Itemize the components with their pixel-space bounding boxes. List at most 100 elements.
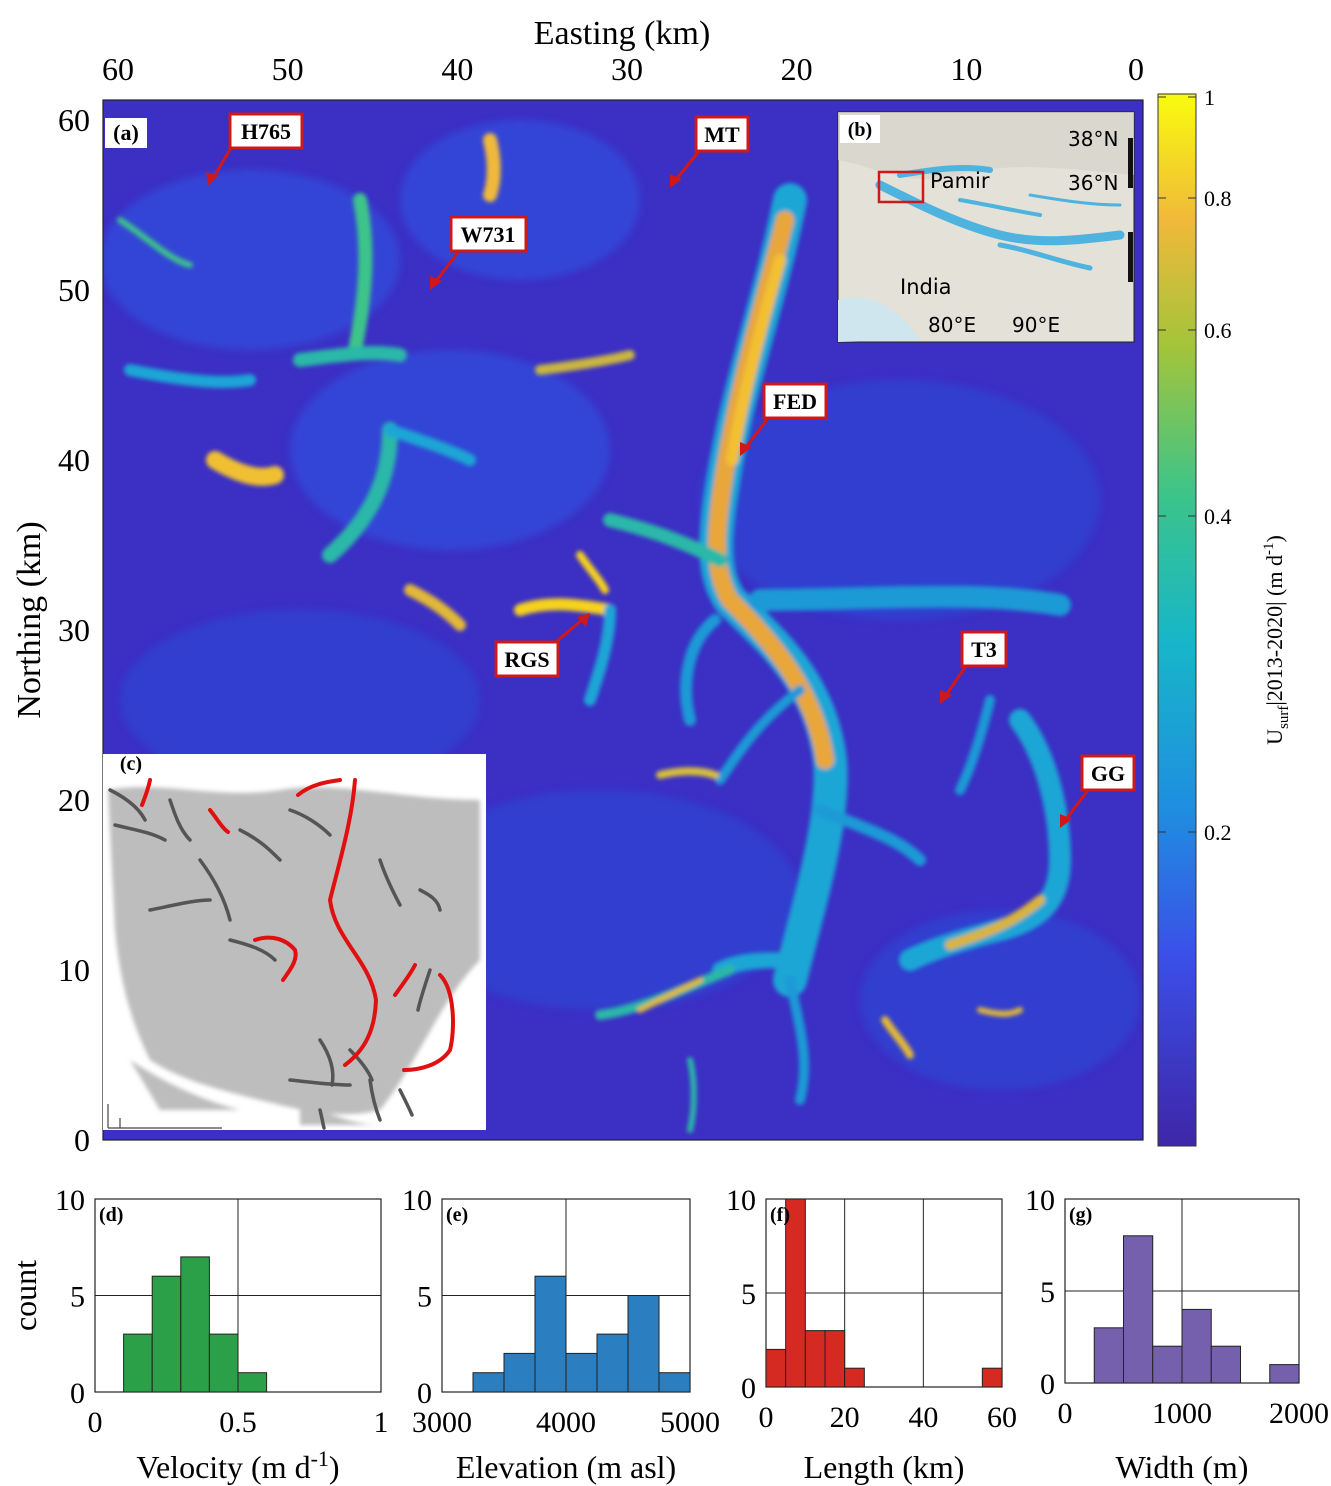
callout-h765: H765 [206, 112, 304, 186]
histogram-panel-letter: (d) [99, 1204, 123, 1226]
callout-h765-label: H765 [241, 119, 291, 144]
colorbar-tick-label: 0.8 [1204, 186, 1232, 211]
callout-gg: GG [1060, 754, 1136, 828]
histogram-x-tick-label: 60 [987, 1401, 1017, 1434]
histogram-x-label: Length (km) [804, 1449, 965, 1485]
callout-fed-label: FED [773, 389, 817, 414]
histogram-y-tick-label: 10 [1025, 1184, 1055, 1217]
histogram-bar [1210, 1345, 1241, 1384]
histogram-bar [981, 1367, 1003, 1388]
inset-b-india-label: India [900, 275, 952, 299]
map-y-tick-label: 60 [58, 102, 90, 138]
callout-t3: T3 [940, 630, 1008, 704]
map-y-tick-label: 30 [58, 612, 90, 648]
inset-c-map: (c) [103, 753, 486, 1130]
callout-w731: W731 [430, 215, 528, 290]
histogram-bar [503, 1352, 536, 1393]
histogram-bar [627, 1295, 660, 1393]
histogram-y-tick-label: 5 [70, 1281, 85, 1314]
map-x-ticks: 60 50 40 30 20 10 0 [102, 51, 1144, 87]
inset-b-terrain-north [838, 112, 1134, 180]
map-x-tick-label: 60 [102, 51, 134, 87]
histogram-y-tick-label: 0 [70, 1377, 85, 1410]
histogram-x-tick-label: 3000 [412, 1406, 472, 1439]
histogram-panel-letter: (g) [1069, 1204, 1092, 1226]
histogram-x-tick-label: 20 [830, 1401, 860, 1434]
histogram-panel-e: 3000 4000 5000 0 5 10 (e) Elevation (m asl) [402, 1184, 720, 1485]
histogram-bar [824, 1330, 846, 1388]
colorbar-tick-label: 1 [1204, 85, 1215, 110]
histogram-y-tick-label: 10 [55, 1184, 85, 1217]
inset-b-sea [838, 297, 920, 342]
colorbar-label-end: ) [1262, 535, 1287, 542]
inset-b-map: (b) 38°N 36°N Pamir India 80°E 90°E [837, 111, 1135, 343]
inset-b-lat-38: 38°N [1068, 127, 1118, 151]
colorbar-tick-label: 0.2 [1204, 820, 1232, 845]
map-y-tick-label: 40 [58, 442, 90, 478]
histogram-bar [765, 1348, 787, 1388]
inset-b-lat-36: 36°N [1068, 171, 1118, 195]
histogram-x-tick-label: 0 [759, 1401, 774, 1434]
histogram-bar [151, 1275, 182, 1393]
callouts: H765 MT W731 FED RGS [206, 112, 1136, 828]
histogram-y-tick-label: 0 [741, 1372, 756, 1405]
histogram-bar [1123, 1235, 1154, 1384]
map-x-tick-label: 50 [272, 51, 304, 87]
histogram-x-tick-label: 0.5 [219, 1406, 257, 1439]
panel-b-box [840, 115, 880, 143]
histogram-y-tick-label: 10 [402, 1184, 432, 1217]
histogram-y-tick-label: 5 [1040, 1276, 1055, 1309]
map-x-label: Easting (km) [534, 15, 711, 52]
histogram-panel-g: 0 1000 2000 0 5 10 (g) Width (m) [1025, 1184, 1329, 1485]
map-y-tick-label: 50 [58, 272, 90, 308]
histogram-y-label: count [7, 1260, 43, 1331]
histogram-x-tick-label: 40 [908, 1401, 938, 1434]
inset-c-surge-glaciers [140, 778, 455, 1072]
colorbar-tick-label: 0.4 [1204, 504, 1232, 529]
colorbar-label-sub: surf [1276, 706, 1292, 729]
colorbar-label-sup: -1 [1261, 543, 1277, 556]
map-y-tick-label: 20 [58, 782, 90, 818]
inset-b-pamir-box [877, 170, 925, 204]
map-x-tick-label: 10 [950, 51, 982, 87]
colorbar-tick-label: 0.6 [1204, 318, 1232, 343]
panel-c-letter: (c) [120, 753, 142, 775]
callout-w731-label: W731 [461, 222, 516, 247]
colorbar-label-main: U [1262, 729, 1287, 745]
histogram-bar [844, 1367, 865, 1388]
histogram-bar [237, 1372, 268, 1393]
callout-mt-label: MT [704, 122, 740, 147]
colorbar: 0.2 0.4 0.6 0.8 1 Usurf|2013-2020| (m d-1) [1157, 85, 1292, 1147]
inset-b-pamir-label: Pamir [930, 169, 990, 193]
histogram-x-tick-label: 0 [88, 1406, 103, 1439]
histogram-x-tick-label: 4000 [536, 1406, 596, 1439]
histogram-bar [596, 1333, 629, 1393]
map-y-ticks: 0 10 20 30 40 50 60 [58, 102, 90, 1158]
histogram-bar [1181, 1308, 1212, 1384]
histogram-bar [565, 1352, 598, 1393]
inset-b-frame-mark-2 [1128, 232, 1133, 282]
histogram-bar [208, 1333, 239, 1393]
histogram-y-tick-label: 5 [417, 1281, 432, 1314]
callout-rgs: RGS [494, 613, 590, 678]
colorbar-gradient [1157, 93, 1197, 1147]
histogram-bar [1152, 1345, 1183, 1384]
callout-gg-label: GG [1091, 761, 1125, 786]
terrain-texture [103, 120, 1140, 1090]
histogram-bar [180, 1256, 210, 1393]
inset-b-frame-mark [1128, 138, 1133, 188]
histogram-panel-f: 0 20 40 60 0 5 10 (f) Length (km) [726, 1184, 1017, 1485]
inset-b-lon-90: 90°E [1012, 313, 1060, 337]
histogram-x-tick-label: 1000 [1152, 1397, 1212, 1430]
map-x-tick-label: 20 [781, 51, 813, 87]
histogram-bar [785, 1198, 806, 1388]
histogram-bar [534, 1275, 567, 1393]
histogram-x-tick-label: 2000 [1269, 1397, 1329, 1430]
histogram-bar [472, 1372, 505, 1393]
callout-t3-label: T3 [971, 637, 997, 662]
histogram-x-label: Elevation (m asl) [456, 1449, 676, 1485]
histogram-panel-letter: (e) [446, 1204, 468, 1226]
